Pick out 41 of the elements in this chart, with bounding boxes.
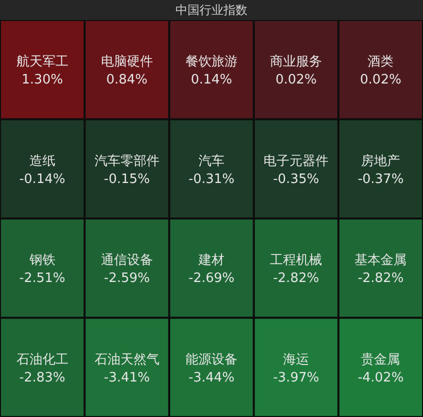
category-label: 能源设备 — [186, 352, 238, 368]
category-label: 汽车零部件 — [94, 154, 160, 169]
category-label: 基本金属 — [354, 253, 407, 268]
data-label: -4.02% — [358, 370, 404, 386]
data-label: -0.35% — [273, 172, 320, 187]
category-label: 贵金属 — [361, 352, 400, 368]
category-label: 电脑硬件 — [100, 54, 153, 70]
data-label: -2.82% — [358, 271, 404, 286]
data-label: -3.97% — [273, 370, 320, 386]
category-label: 商业服务 — [270, 54, 322, 70]
data-label: -2.82% — [273, 271, 320, 286]
data-label: -0.37% — [358, 172, 404, 187]
data-label: -0.14% — [19, 172, 66, 187]
data-label: 0.02% — [275, 72, 317, 88]
data-label: -2.59% — [104, 271, 150, 286]
category-label: 餐饮旅游 — [186, 54, 238, 70]
data-label: -0.15% — [104, 172, 150, 187]
data-label: -2.83% — [19, 370, 66, 386]
category-label: 房地产 — [361, 152, 400, 169]
data-label: 0.02% — [360, 72, 402, 88]
category-label: 石油天然气 — [94, 352, 160, 368]
category-label: 建材 — [198, 253, 224, 268]
category-label: 石油化工 — [16, 352, 68, 368]
data-label: 0.14% — [190, 72, 232, 88]
category-label: 钢铁 — [28, 253, 56, 268]
data-label: -3.44% — [188, 370, 234, 386]
data-label: 0.84% — [106, 72, 148, 88]
data-label: -2.51% — [19, 271, 66, 286]
category-label: 电子元器件 — [264, 154, 329, 169]
category-label: 海运 — [283, 352, 310, 368]
data-label: 1.30% — [22, 72, 63, 88]
category-label: 工程机械 — [270, 253, 322, 268]
category-label: 造纸 — [29, 154, 56, 169]
category-label: 通信设备 — [100, 253, 153, 268]
data-label: -2.69% — [188, 271, 234, 286]
data-label: -0.31% — [188, 172, 234, 187]
text: 中国行业指数 — [176, 3, 248, 17]
category-label: 汽车 — [198, 154, 224, 169]
data-label: -3.41% — [104, 370, 150, 386]
category-label: 航天军工 — [16, 54, 68, 70]
category-label: 酒类 — [368, 54, 394, 70]
